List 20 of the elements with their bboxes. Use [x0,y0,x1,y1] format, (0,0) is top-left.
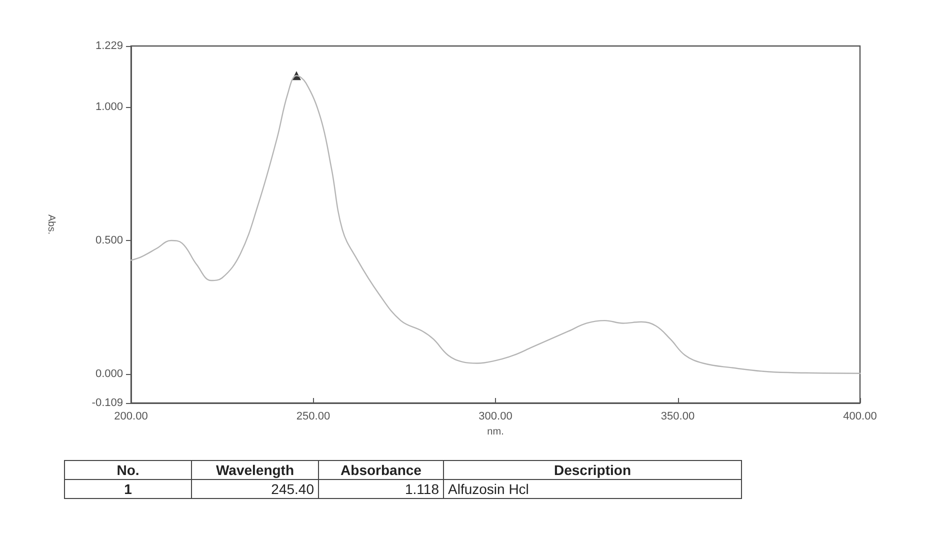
x-tick-label: 400.00 [843,410,877,422]
x-tick-label: 250.00 [296,410,330,422]
text: 1.118 [318,480,444,498]
text: Absorbance [318,460,444,480]
y-tick-label: -0.109 [92,397,123,409]
text: 245.40 [192,480,318,498]
text: Description [444,460,742,480]
y-tick-label: 1.229 [95,40,123,52]
y-axis-title: Abs. [46,214,56,235]
text: Wavelength [192,460,318,480]
y-tick-label: 0.500 [95,234,123,247]
y-tick-label: 0.000 [95,368,123,380]
y-tick-label: 1.000 [95,101,123,114]
x-tick-label: 300.00 [478,410,512,422]
text: Alfuzosin Hcl [444,480,742,498]
text: No. [64,460,192,480]
x-axis-title: nm. [487,426,504,438]
x-tick-label: 200.00 [114,410,148,422]
x-tick-label: 350.00 [660,410,695,422]
text: 1 [64,480,192,498]
